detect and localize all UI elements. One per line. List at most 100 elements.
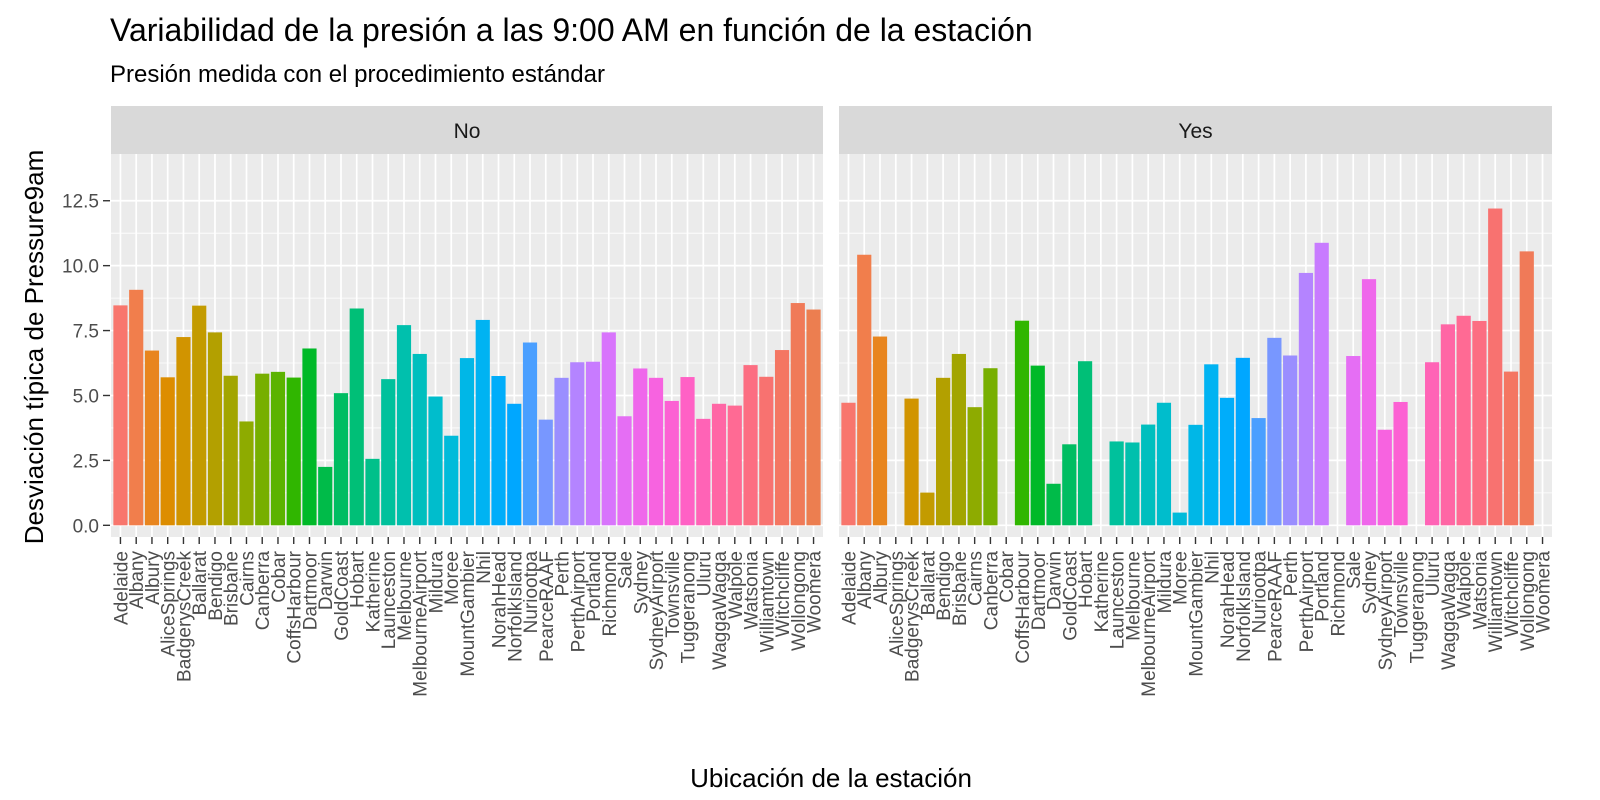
facet-strip (839, 106, 1552, 154)
x-tick-label: Ballarat (918, 550, 939, 615)
x-tick-label: Albany (127, 551, 148, 610)
x-tick-label: Moree (442, 551, 463, 605)
x-tick-label: Mildura (1155, 551, 1176, 614)
bar-WaggaWagga (1440, 324, 1455, 526)
x-tick-label: NorahHead (490, 551, 511, 648)
bar-Watsonia (1472, 320, 1487, 526)
x-tick-label: Nhil (474, 551, 495, 584)
x-tick-label: Albany (855, 551, 876, 610)
bar-Moree (1172, 512, 1187, 526)
x-tick-label: Richmond (600, 551, 621, 637)
x-tick-label: Adelaide (839, 551, 860, 625)
bar-MelbourneAirport (1141, 424, 1156, 526)
y-tick-label: 0.0 (73, 516, 99, 537)
x-tick-label: NorfolkIsland (1234, 551, 1255, 662)
x-tick-label: Watsonia (1470, 551, 1491, 630)
bar-Moree (444, 435, 459, 526)
bar-Nhil (475, 319, 490, 526)
bar-NorfolkIsland (507, 403, 522, 526)
x-tick-label: Moree (1171, 551, 1192, 605)
bar-Albany (129, 289, 144, 526)
x-tick-label: Uluru (1423, 551, 1444, 596)
x-tick-label: AliceSprings (159, 551, 180, 657)
chart-title: Variabilidad de la presión a las 9:00 AM… (110, 12, 1033, 48)
bar-Perth (554, 377, 569, 526)
x-tick-label: WaggaWagga (1439, 551, 1460, 670)
x-tick-label: Townsville (663, 551, 684, 638)
x-tick-label: Woomera (805, 551, 826, 633)
facet-panel-yes: Yes AdelaideAlbanyAlburyAliceSpringsBadge… (839, 106, 1555, 697)
bar-Canberra (983, 368, 998, 526)
x-tick-label: Perth (1281, 551, 1302, 596)
y-tick-label: 7.5 (73, 322, 99, 343)
bar-Bendigo (207, 332, 223, 526)
x-tick-label: Darwin (1045, 551, 1066, 610)
facet-panels: NoAdelaideAlbanyAlburyAliceSpringsBadger… (111, 106, 1555, 697)
bar-Brisbane (951, 353, 966, 526)
bar-Witchcliffe (774, 350, 790, 526)
bar-Witchcliffe (1503, 371, 1519, 526)
bar-Woomera (806, 309, 821, 526)
facet-strip-label: No (454, 120, 481, 143)
x-tick-label: Townsville (1392, 551, 1413, 638)
bar-Ballarat (192, 305, 207, 526)
x-tick-label: BadgerysCreek (903, 551, 924, 682)
bar-MountGambier (459, 358, 475, 526)
x-tick-label: Cairns (237, 551, 258, 606)
bar-Cobar (270, 371, 286, 526)
x-tick-label: Albury (871, 551, 892, 605)
y-tick-label: 12.5 (62, 192, 99, 213)
bar-PerthAirport (1298, 272, 1314, 526)
bar-BadgerysCreek (176, 337, 191, 526)
x-tick-label: Nhil (1202, 551, 1223, 584)
y-tick-label: 2.5 (73, 451, 99, 472)
bar-Melbourne (1125, 442, 1140, 526)
x-tick-label: WaggaWagga (710, 551, 731, 670)
x-tick-label: Walpole (726, 551, 747, 619)
x-tick-label: GoldCoast (332, 550, 353, 640)
bar-Albury (872, 336, 888, 526)
x-tick-label: Wollongong (1518, 551, 1539, 651)
x-tick-label: Cobar (269, 550, 290, 602)
x-tick-label: Darwin (316, 551, 337, 610)
bar-Tuggeranong (680, 377, 695, 526)
bar-SydneyAirport (648, 377, 664, 526)
bar-Townsville (664, 400, 679, 526)
bar-Katherine (365, 458, 380, 526)
bar-NorahHead (1219, 397, 1235, 526)
x-tick-label: Watsonia (742, 551, 763, 630)
x-tick-label: Katherine (1092, 551, 1113, 632)
bar-Williamtown (1488, 208, 1503, 526)
bar-Ballarat (920, 492, 935, 526)
bar-AliceSprings (160, 377, 175, 526)
bar-MelbourneAirport (412, 353, 427, 526)
bar-Launceston (381, 379, 396, 526)
bar-Canberra (255, 373, 270, 526)
x-tick-label: Hobart (348, 550, 369, 608)
x-tick-label: Woomera (1534, 551, 1555, 633)
x-tick-label: CoffsHarbour (285, 550, 306, 663)
bar-Mildura (428, 396, 443, 526)
bar-Dartmoor (302, 348, 317, 526)
x-tick-label: Melbourne (395, 551, 416, 641)
x-tick-label: Launceston (1108, 551, 1129, 649)
bar-Mildura (1156, 402, 1172, 526)
bar-Sydney (1361, 279, 1377, 526)
bar-NorfolkIsland (1235, 357, 1250, 526)
x-tick-label: PerthAirport (1297, 550, 1318, 652)
x-tick-label: Tuggeranong (679, 551, 700, 663)
x-tick-label: SydneyAirport (647, 550, 668, 670)
bar-Wollongong (790, 303, 805, 526)
x-tick-label: MountGambier (458, 550, 479, 676)
bar-Portland (585, 361, 601, 526)
x-tick-label: MelbourneAirport (1139, 550, 1160, 696)
x-tick-label: Adelaide (111, 551, 132, 625)
x-tick-label: Bendigo (206, 551, 227, 621)
x-tick-label: Melbourne (1123, 551, 1144, 641)
bar-Launceston (1109, 441, 1124, 526)
facet-strip (111, 106, 823, 154)
x-tick-label: Walpole (1455, 551, 1476, 619)
x-tick-label: Portland (584, 551, 605, 622)
bar-Cairns (967, 407, 982, 526)
